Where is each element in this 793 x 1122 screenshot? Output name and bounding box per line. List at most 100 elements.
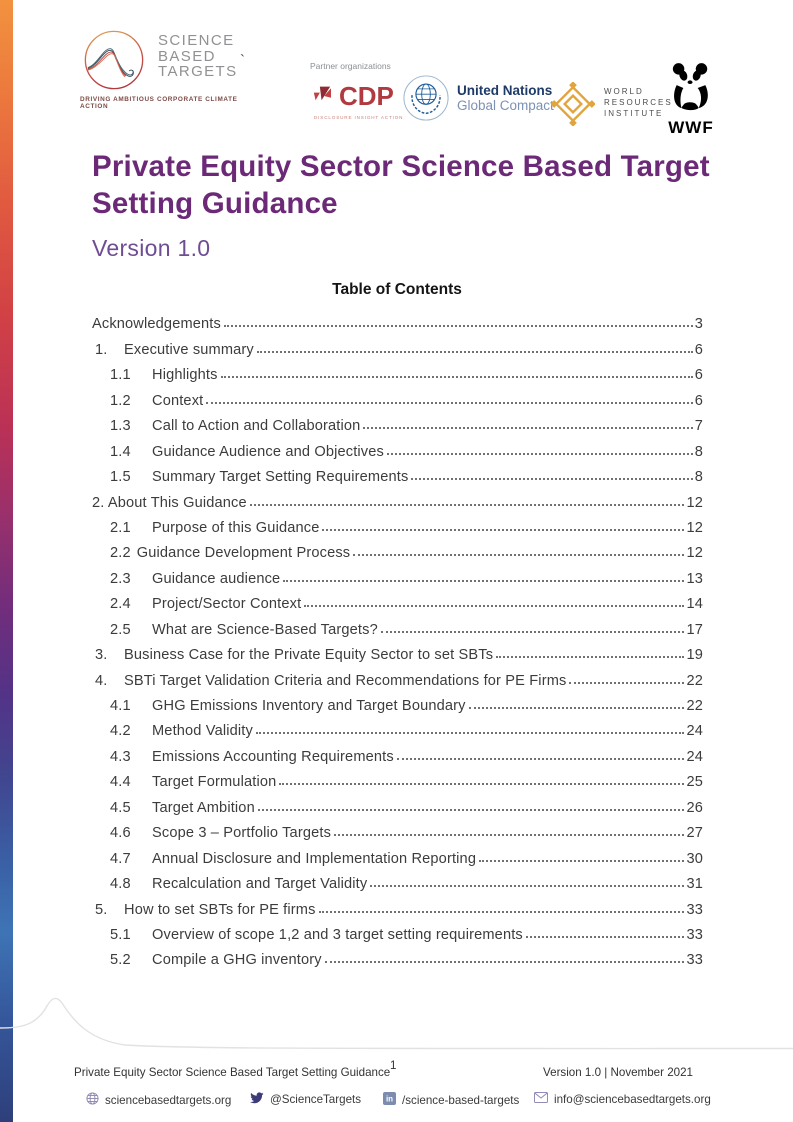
twitter-link[interactable]: @ScienceTargets [250,1092,361,1107]
toc-dot-leader [380,630,685,633]
toc-entry-page: 12 [686,519,703,536]
toc-entry[interactable]: 5.1 Overview of scope 1,2 and 3 target s… [92,918,703,943]
toc-entry-page: 33 [686,926,703,943]
partner-organizations-label: Partner organizations [310,61,391,71]
toc-dot-leader [220,376,693,379]
toc-entry[interactable]: 2.1 Purpose of this Guidance 12 [92,511,703,536]
sbt-logo-wordmark: SCIENCE BASED TARGETS [158,28,238,97]
toc-entry[interactable]: Acknowledgements 3 [92,307,703,332]
un-global-compact-line1: United Nations [457,83,553,98]
toc-entry[interactable]: 4.1 GHG Emissions Inventory and Target B… [92,689,703,714]
toc-entry[interactable]: 5. How to set SBTs for PE firms 33 [92,892,703,918]
toc-entry[interactable]: 1.4 Guidance Audience and Objectives 8 [92,434,703,460]
toc-dot-leader [525,935,685,938]
toc-entry[interactable]: 4. SBTi Target Validation Criteria and R… [92,663,703,689]
toc-entry-page: 33 [686,901,703,918]
toc-entry-page: 8 [694,443,703,460]
toc-entry-number: 3. [95,647,108,664]
twitter-icon [250,1092,270,1107]
toc-entry-number: 1.1 [110,367,131,384]
toc-entry[interactable]: 4.6 Scope 3 – Portfolio Targets 27 [92,816,703,841]
sbt-logo-line: BASED [158,47,216,65]
toc-dot-leader [479,859,685,862]
wwf-wordmark: WWF [668,118,714,137]
email-link[interactable]: info@sciencebasedtargets.org [534,1092,711,1106]
toc-entry[interactable]: 4.2 Method Validity 24 [92,714,703,739]
toc-entry-number: 4.5 [110,799,131,816]
toc-entry[interactable]: 1.3 Call to Action and Collaboration 7 [92,409,703,434]
toc-entry-number: 2.2 [110,545,131,562]
toc-entry-label: Business Case for the Private Equity Sec… [124,647,494,664]
linkedin-link[interactable]: in /science-based-targets [383,1092,519,1108]
toc-entry-label: Overview of scope 1,2 and 3 target setti… [152,926,523,943]
toc-entry-label: Target Ambition [152,799,255,816]
toc-list: Acknowledgements 3 1. Executive summary … [92,307,703,968]
toc-dot-leader [257,808,685,811]
toc-entry[interactable]: 1.5 Summary Target Setting Requirements … [92,460,703,485]
website-link[interactable]: sciencebasedtargets.org [86,1092,231,1108]
toc-entry-page: 22 [686,672,703,689]
wri-wordmark: WORLD RESOURCES INSTITUTE [604,82,673,131]
toc-entry-label: GHG Emissions Inventory and Target Bound… [152,698,466,714]
toc-entry-label: Summary Target Setting Requirements [152,469,409,486]
toc-entry-number: 2.1 [110,519,131,536]
toc-dot-leader [206,401,693,404]
toc-entry-page: 24 [686,723,703,740]
cdp-wordmark: CDP [339,81,394,111]
toc-entry-page: 6 [694,341,703,358]
toc-entry-page: 31 [686,876,703,893]
toc-entry-page: 24 [686,748,703,765]
toc-entry-label: What are Science-Based Targets? [152,621,378,638]
toc-entry-number: 4.3 [110,748,131,765]
toc-dot-leader [496,656,685,659]
toc-entry[interactable]: 1.1 Highlights 6 [92,358,703,383]
toc-entry[interactable]: 5.2 Compile a GHG inventory 33 [92,943,703,968]
toc-entry-label: Acknowledgements [92,316,221,333]
toc-entry[interactable]: 4.4 Target Formulation 25 [92,765,703,790]
footer-doc-title: Private Equity Sector Science Based Targ… [74,1066,391,1079]
toc-entry[interactable]: 2.3 Guidance audience 13 [92,561,703,587]
toc-entry[interactable]: 2.2 Guidance Development Process 12 [92,536,703,561]
toc-entry-number: 2.5 [110,621,131,638]
toc-entry-page: 8 [694,469,703,486]
twitter-link-label: @ScienceTargets [270,1093,362,1106]
un-global-compact-logo: United Nations Global Compact [402,74,554,127]
sbt-wave-circle-icon [82,28,146,97]
toc-entry-page: 13 [686,570,703,587]
toc-entry[interactable]: 4.7 Annual Disclosure and Implementation… [92,841,703,867]
toc-entry-number: 4.2 [110,723,131,740]
toc-entry-label: SBTi Target Validation Criteria and Reco… [124,672,567,689]
wwf-panda-icon [670,63,712,116]
toc-dot-leader [304,605,685,608]
toc-dot-leader [322,528,685,531]
toc-entry-label: Annual Disclosure and Implementation Rep… [152,850,477,867]
website-link-label: sciencebasedtargets.org [105,1093,232,1107]
toc-entry[interactable]: 1.2 Context 6 [92,383,703,409]
toc-dot-leader [411,478,693,481]
toc-entry-number: 1.3 [110,418,131,435]
version-label: Version 1.0 [92,235,211,261]
toc-entry[interactable]: 2.5 What are Science-Based Targets? 17 [92,612,703,638]
toc-dot-leader [569,681,685,684]
toc-entry-page: 12 [686,545,703,562]
toc-entry[interactable]: 4.3 Emissions Accounting Requirements 24 [92,739,703,765]
toc-entry[interactable]: 1. Executive summary 6 [92,332,703,358]
toc-entry-number: 5. [95,901,108,918]
wri-line: WORLD [604,87,644,96]
toc-entry-label: Executive summary [124,341,254,358]
toc-entry-label: Target Formulation [152,774,277,791]
toc-entry[interactable]: 2.4 Project/Sector Context 14 [92,587,703,612]
wri-line: INSTITUTE [604,109,664,118]
toc-entry-page: 6 [694,392,703,409]
toc-entry[interactable]: 3. Business Case for the Private Equity … [92,638,703,663]
toc-entry-label: Guidance Development Process [136,545,351,562]
toc-entry-page: 14 [686,596,703,613]
toc-dot-leader [386,452,693,455]
toc-dot-leader [468,707,685,709]
toc-entry[interactable]: 2. About This Guidance 12 [92,485,703,511]
cdp-arrow-icon [312,84,338,113]
toc-entry[interactable]: 4.5 Target Ambition 26 [92,790,703,816]
toc-entry[interactable]: 4.8 Recalculation and Target Validity 31 [92,867,703,892]
toc-dot-leader [324,961,685,964]
